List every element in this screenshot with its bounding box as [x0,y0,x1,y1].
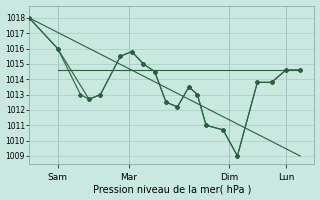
X-axis label: Pression niveau de la mer( hPa ): Pression niveau de la mer( hPa ) [92,184,251,194]
